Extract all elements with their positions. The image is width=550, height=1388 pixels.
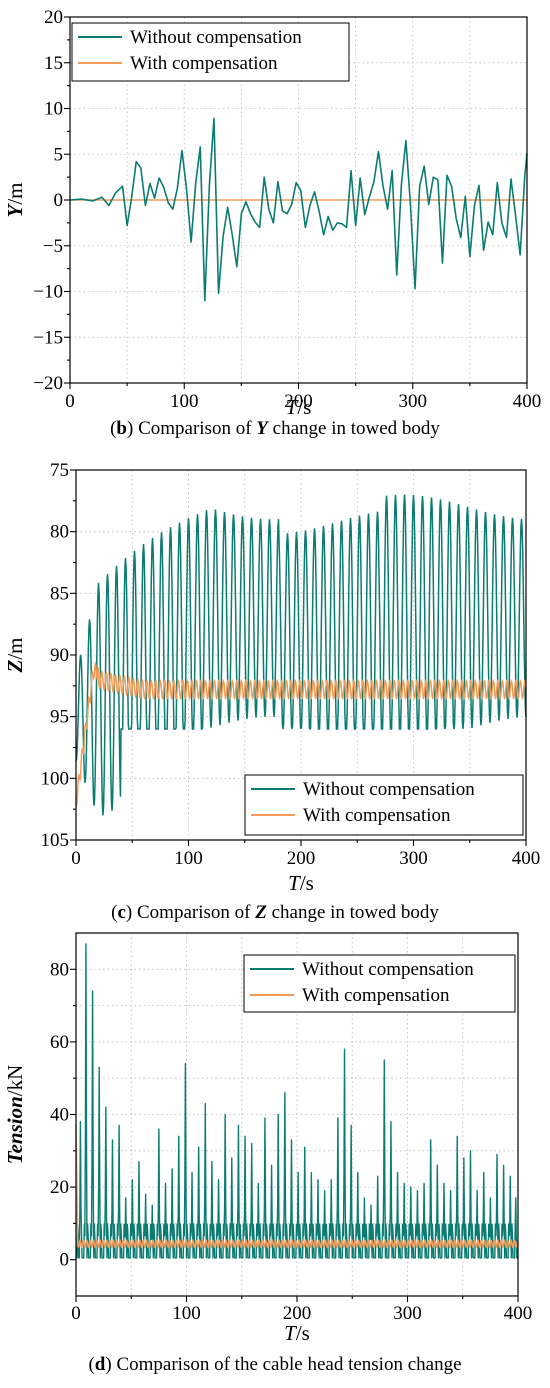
y-tick-label: 5 <box>54 144 64 165</box>
panel-d-tension-change: 0 100 200 300 400 80 60 40 20 0 T/s Tension/kN Witho… <box>0 927 550 1388</box>
y-tick-label: 80 <box>50 522 69 543</box>
y-tick-label: 0 <box>60 1250 70 1271</box>
x-tick-label: 0 <box>71 1303 81 1324</box>
y-axis-label-unit: /m <box>3 183 27 205</box>
series-without-compensation <box>69 117 528 302</box>
legend-frame <box>244 774 524 836</box>
ticks: 0 100 200 300 400 20 15 10 5 0 −5 −10 −15 −20 <box>33 7 541 412</box>
x-axis-label-var: T <box>288 871 301 895</box>
x-tick-label: 200 <box>284 391 313 412</box>
y-tick-label: 105 <box>41 830 70 851</box>
ticks: 0 100 200 300 400 75 80 85 90 95 100 105 <box>41 460 541 869</box>
y-axis-label-var: Y <box>3 203 27 218</box>
y-tick-label: 0 <box>54 190 64 211</box>
x-tick-label: 300 <box>399 391 428 412</box>
y-tick-label: −15 <box>33 327 63 348</box>
caption-b-letter: b <box>116 418 127 439</box>
y-tick-label: 75 <box>50 460 69 481</box>
legend-entry: With compensation <box>130 53 278 74</box>
legend-entry: Without compensation <box>302 959 474 980</box>
y-axis-label: Tension/kN <box>3 1065 27 1165</box>
legend-frame <box>243 954 516 1013</box>
y-tick-label: 20 <box>44 7 63 28</box>
y-tick-label: 15 <box>44 53 63 74</box>
y-tick-label: −20 <box>33 373 63 394</box>
legend-entry: With compensation <box>303 805 451 826</box>
y-axis-label-unit: /kN <box>3 1065 27 1097</box>
caption-b-var: Y <box>256 418 268 439</box>
y-tick-label: 40 <box>50 1105 69 1126</box>
y-tick-label: 95 <box>50 707 69 728</box>
y-tick-label: 80 <box>50 959 69 980</box>
y-axis-label-unit: /m <box>3 638 27 660</box>
x-tick-label: 100 <box>170 391 199 412</box>
x-tick-label: 300 <box>393 1303 422 1324</box>
y-axis-label-var: Tension <box>3 1096 27 1164</box>
legend: Without compensation With compensation <box>244 774 524 836</box>
caption-c: (c) Comparison of Z change in towed body <box>111 902 439 923</box>
caption-b: (b) Comparison of Y change in towed body <box>110 418 440 439</box>
x-axis-label-var: T <box>286 395 299 419</box>
legend-entry: Without compensation <box>130 27 302 48</box>
y-axis-label-var: Z <box>3 660 27 674</box>
y-tick-label: 10 <box>44 99 63 120</box>
caption-b-after: change in towed body <box>267 418 440 439</box>
x-axis-label-var: T <box>284 1321 297 1345</box>
x-axis-label-unit: /s <box>300 871 314 895</box>
caption-d-letter: d <box>94 1354 106 1375</box>
panel-b-y-change: 0 100 200 300 400 20 15 10 5 0 −5 −10 −15 −20 T/s Y/m Wi… <box>0 0 550 462</box>
legend: Without compensation With compensation <box>243 954 516 1013</box>
y-axis-label: Y/m <box>3 183 27 218</box>
chart-b-svg: 0 100 200 300 400 20 15 10 5 0 −5 −10 −15 −20 T/s Y/m Wi… <box>3 7 541 419</box>
caption-c-before: Comparison of <box>132 902 256 923</box>
y-tick-label: −5 <box>43 236 63 257</box>
series-with-compensation <box>75 660 527 808</box>
y-tick-label: 100 <box>41 768 70 789</box>
x-tick-label: 300 <box>399 848 428 869</box>
x-axis-label: T/s <box>288 871 314 895</box>
caption-c-var: Z <box>255 902 267 923</box>
legend-frame <box>71 22 350 82</box>
panel-c-z-change: 0 100 200 300 400 75 80 85 90 95 100 105 T/s Z/m Witho… <box>0 460 550 927</box>
caption-c-after: change in towed body <box>266 902 439 923</box>
caption-d: (d) Comparison of the cable head tension… <box>88 1354 462 1375</box>
x-tick-label: 200 <box>283 1303 312 1324</box>
caption-d-before: Comparison of the cable head tension cha… <box>111 1354 462 1375</box>
x-tick-label: 0 <box>65 391 75 412</box>
x-tick-label: 400 <box>512 848 541 869</box>
y-axis-label: Z/m <box>3 638 27 674</box>
x-tick-label: 100 <box>174 848 203 869</box>
chart-d-svg: 0 100 200 300 400806040200T/sTension/kNWitho… <box>3 932 532 1345</box>
legend-entry: Without compensation <box>303 779 475 800</box>
y-tick-label: 20 <box>50 1177 69 1198</box>
caption-c-letter: c <box>117 902 126 923</box>
legend-entry: With compensation <box>302 985 450 1006</box>
x-tick-label: 100 <box>172 1303 201 1324</box>
x-axis-label-unit: /s <box>297 395 311 419</box>
series-with-compensation <box>75 1125 519 1249</box>
x-tick-label: 400 <box>504 1303 533 1324</box>
y-tick-label: 90 <box>50 645 69 666</box>
x-tick-label: 400 <box>513 391 542 412</box>
x-axis-label-unit: /s <box>296 1321 310 1345</box>
caption-b-before: Comparison of <box>133 418 257 439</box>
x-tick-label: 200 <box>287 848 316 869</box>
series-without-compensation <box>75 943 519 1259</box>
x-axis-label: T/s <box>284 1321 310 1345</box>
series-without-compensation <box>75 494 527 816</box>
chart-c-svg: 0 100 200 300 400 75 80 85 90 95 100 105 T/s Z/m Witho… <box>3 460 541 895</box>
x-tick-label: 0 <box>71 848 81 869</box>
legend: Without compensation With compensation <box>71 22 350 82</box>
y-tick-label: −10 <box>33 282 63 303</box>
y-tick-label: 60 <box>50 1032 69 1053</box>
x-axis-label: T/s <box>286 395 312 419</box>
y-tick-label: 85 <box>50 583 69 604</box>
